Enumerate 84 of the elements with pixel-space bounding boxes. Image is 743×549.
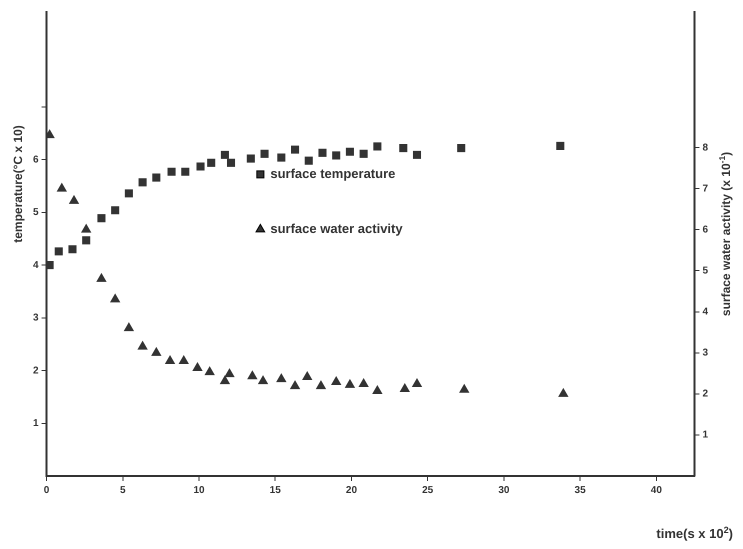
point: [46, 261, 54, 270]
point: [220, 376, 230, 384]
point: [165, 356, 175, 364]
point: [68, 245, 77, 254]
y-tick-label: 1: [33, 418, 39, 430]
point: [316, 380, 326, 390]
point: [138, 341, 148, 350]
point: [248, 370, 258, 380]
point: [277, 153, 286, 162]
point: [138, 178, 147, 186]
point: [459, 384, 470, 393]
y2-tick-label: 3: [702, 348, 708, 359]
y-tick-label: 4: [33, 260, 39, 271]
y2-tick-label: 4: [702, 306, 708, 318]
point: [82, 236, 90, 244]
point: [207, 158, 216, 167]
x-tick-label: 10: [193, 484, 205, 496]
point: [168, 168, 176, 176]
y2-tick-label: 5: [702, 265, 708, 276]
point: [97, 214, 106, 222]
legend-label: surface temperature: [270, 166, 396, 181]
point: [556, 142, 564, 150]
point: [204, 366, 215, 376]
y-tick-label: 3: [33, 312, 39, 324]
point: [192, 362, 202, 372]
point: [360, 150, 368, 158]
x-tick-label: 35: [574, 484, 586, 496]
point: [318, 148, 327, 157]
y2-tick-label: 8: [702, 142, 708, 154]
point: [345, 379, 355, 388]
point: [358, 378, 368, 388]
point: [196, 162, 205, 171]
x-tick-label: 5: [120, 484, 126, 496]
y-tick-label: 2: [33, 365, 39, 376]
point: [152, 174, 160, 182]
point: [290, 380, 300, 390]
point: [558, 388, 568, 397]
point: [54, 247, 63, 256]
x-tick-label: 25: [422, 484, 434, 496]
point: [246, 154, 255, 163]
point: [124, 322, 134, 332]
x-tick-label: 40: [650, 484, 662, 496]
x-tick-label: 15: [270, 484, 282, 496]
point: [69, 195, 79, 204]
point: [178, 356, 189, 364]
point: [346, 148, 354, 156]
point: [331, 376, 342, 385]
x-tick-label: 0: [44, 484, 50, 496]
point: [258, 376, 268, 384]
point: [181, 168, 190, 176]
point: [220, 150, 229, 159]
x-tick-label: 20: [346, 484, 358, 496]
point: [96, 273, 106, 282]
y-tick-label: 5: [33, 207, 39, 218]
point: [226, 158, 236, 167]
point: [276, 374, 286, 382]
point: [412, 378, 422, 388]
point: [111, 206, 120, 214]
y-axis-title: temperature(°C x 10): [11, 125, 25, 243]
point: [399, 144, 408, 152]
point: [372, 386, 382, 394]
y2-tick-label: 6: [702, 224, 708, 236]
point: [457, 144, 466, 152]
point: [302, 372, 312, 380]
point: [304, 156, 313, 165]
point: [56, 183, 67, 192]
point: [400, 383, 410, 392]
point: [81, 224, 92, 233]
point: [151, 347, 162, 356]
point: [110, 294, 120, 302]
point: [260, 150, 269, 158]
y2-tick-label: 2: [702, 388, 708, 400]
point: [412, 150, 422, 159]
point: [373, 142, 382, 150]
y-tick-label: 6: [33, 154, 39, 166]
point: [124, 189, 133, 198]
point: [224, 368, 234, 378]
x-tick-label: 30: [498, 484, 510, 496]
y2-axis-title: surface water activity (x 10-1): [717, 152, 733, 316]
y2-tick-label: 7: [702, 183, 708, 194]
point: [291, 146, 300, 154]
point: [332, 151, 340, 160]
legend-label: surface water activity: [270, 220, 404, 236]
y2-tick-label: 1: [702, 430, 708, 441]
